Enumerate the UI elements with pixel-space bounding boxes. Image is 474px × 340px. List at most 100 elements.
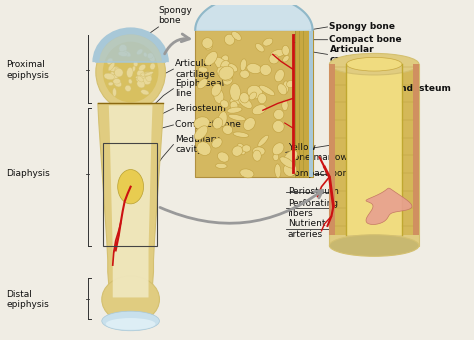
Bar	[309, 30, 312, 177]
Text: Epiphyseal
line: Epiphyseal line	[175, 79, 225, 98]
Ellipse shape	[198, 67, 208, 72]
Ellipse shape	[273, 153, 279, 161]
Ellipse shape	[227, 107, 242, 113]
Ellipse shape	[255, 44, 264, 52]
Ellipse shape	[102, 276, 159, 323]
Ellipse shape	[230, 84, 241, 101]
Ellipse shape	[244, 118, 255, 131]
Ellipse shape	[118, 170, 144, 204]
Ellipse shape	[113, 79, 120, 84]
Ellipse shape	[223, 125, 233, 134]
Ellipse shape	[205, 52, 218, 66]
Ellipse shape	[104, 73, 114, 80]
Ellipse shape	[258, 135, 268, 147]
Ellipse shape	[205, 45, 212, 50]
Ellipse shape	[218, 152, 229, 162]
Ellipse shape	[247, 64, 262, 73]
Text: Compact bone: Compact bone	[175, 120, 241, 130]
Ellipse shape	[123, 51, 131, 57]
Ellipse shape	[214, 57, 228, 71]
FancyArrowPatch shape	[164, 34, 190, 54]
Ellipse shape	[230, 97, 242, 104]
Ellipse shape	[149, 54, 155, 62]
Text: Spongy
bone: Spongy bone	[158, 5, 192, 25]
Ellipse shape	[273, 143, 284, 155]
Ellipse shape	[217, 67, 232, 81]
Ellipse shape	[278, 84, 287, 95]
Ellipse shape	[194, 126, 208, 140]
Ellipse shape	[282, 45, 289, 56]
Text: Articular
cartilage: Articular cartilage	[175, 59, 215, 79]
Ellipse shape	[282, 100, 288, 111]
Ellipse shape	[141, 75, 151, 85]
Ellipse shape	[252, 147, 265, 156]
Ellipse shape	[212, 138, 222, 148]
Ellipse shape	[220, 100, 228, 108]
Ellipse shape	[107, 58, 113, 65]
Ellipse shape	[233, 132, 249, 137]
Ellipse shape	[224, 34, 235, 45]
Ellipse shape	[228, 114, 246, 121]
Ellipse shape	[102, 311, 159, 331]
Ellipse shape	[219, 66, 234, 80]
Ellipse shape	[259, 85, 275, 96]
Ellipse shape	[218, 112, 227, 127]
Ellipse shape	[213, 118, 223, 129]
Ellipse shape	[329, 235, 419, 256]
Bar	[346, 64, 402, 235]
Ellipse shape	[108, 62, 115, 71]
Ellipse shape	[109, 75, 118, 79]
Text: Compact bone: Compact bone	[329, 35, 402, 44]
Ellipse shape	[238, 96, 252, 108]
Polygon shape	[98, 103, 164, 317]
Ellipse shape	[228, 64, 237, 72]
Ellipse shape	[260, 64, 271, 75]
Ellipse shape	[103, 42, 158, 102]
Ellipse shape	[240, 169, 254, 178]
Ellipse shape	[283, 163, 297, 176]
Ellipse shape	[194, 117, 210, 129]
Ellipse shape	[275, 164, 281, 178]
FancyArrowPatch shape	[160, 190, 323, 223]
Ellipse shape	[346, 57, 402, 71]
Text: Articular
cartilage: Articular cartilage	[329, 45, 375, 64]
Ellipse shape	[137, 49, 143, 55]
Ellipse shape	[252, 105, 266, 115]
Text: Proximal
epiphysis: Proximal epiphysis	[6, 61, 49, 80]
Text: Compact bone: Compact bone	[288, 169, 354, 178]
Ellipse shape	[211, 84, 221, 96]
Ellipse shape	[242, 145, 251, 152]
Ellipse shape	[144, 72, 153, 76]
Ellipse shape	[128, 79, 132, 84]
Ellipse shape	[240, 59, 246, 71]
Ellipse shape	[114, 68, 123, 77]
Ellipse shape	[230, 101, 238, 110]
Polygon shape	[96, 31, 165, 62]
Bar	[413, 64, 419, 235]
Ellipse shape	[214, 89, 224, 103]
Ellipse shape	[147, 53, 153, 58]
Ellipse shape	[96, 34, 165, 110]
Ellipse shape	[232, 31, 241, 40]
Text: Diaphysis: Diaphysis	[6, 169, 50, 178]
Ellipse shape	[137, 80, 145, 88]
Ellipse shape	[273, 120, 284, 133]
Ellipse shape	[118, 51, 128, 56]
Ellipse shape	[283, 55, 289, 62]
Ellipse shape	[271, 49, 286, 57]
Ellipse shape	[280, 157, 295, 168]
Polygon shape	[366, 188, 412, 224]
Text: Medullary
cavity: Medullary cavity	[175, 135, 220, 154]
Ellipse shape	[240, 92, 249, 103]
Polygon shape	[195, 0, 312, 30]
Ellipse shape	[132, 66, 136, 72]
Ellipse shape	[283, 81, 289, 94]
Ellipse shape	[273, 109, 284, 120]
Ellipse shape	[144, 72, 151, 76]
Ellipse shape	[269, 54, 279, 64]
Text: Nutrient
arteries: Nutrient arteries	[288, 219, 325, 239]
Ellipse shape	[240, 70, 249, 78]
Ellipse shape	[127, 67, 133, 78]
Ellipse shape	[136, 78, 141, 82]
Ellipse shape	[136, 75, 145, 79]
